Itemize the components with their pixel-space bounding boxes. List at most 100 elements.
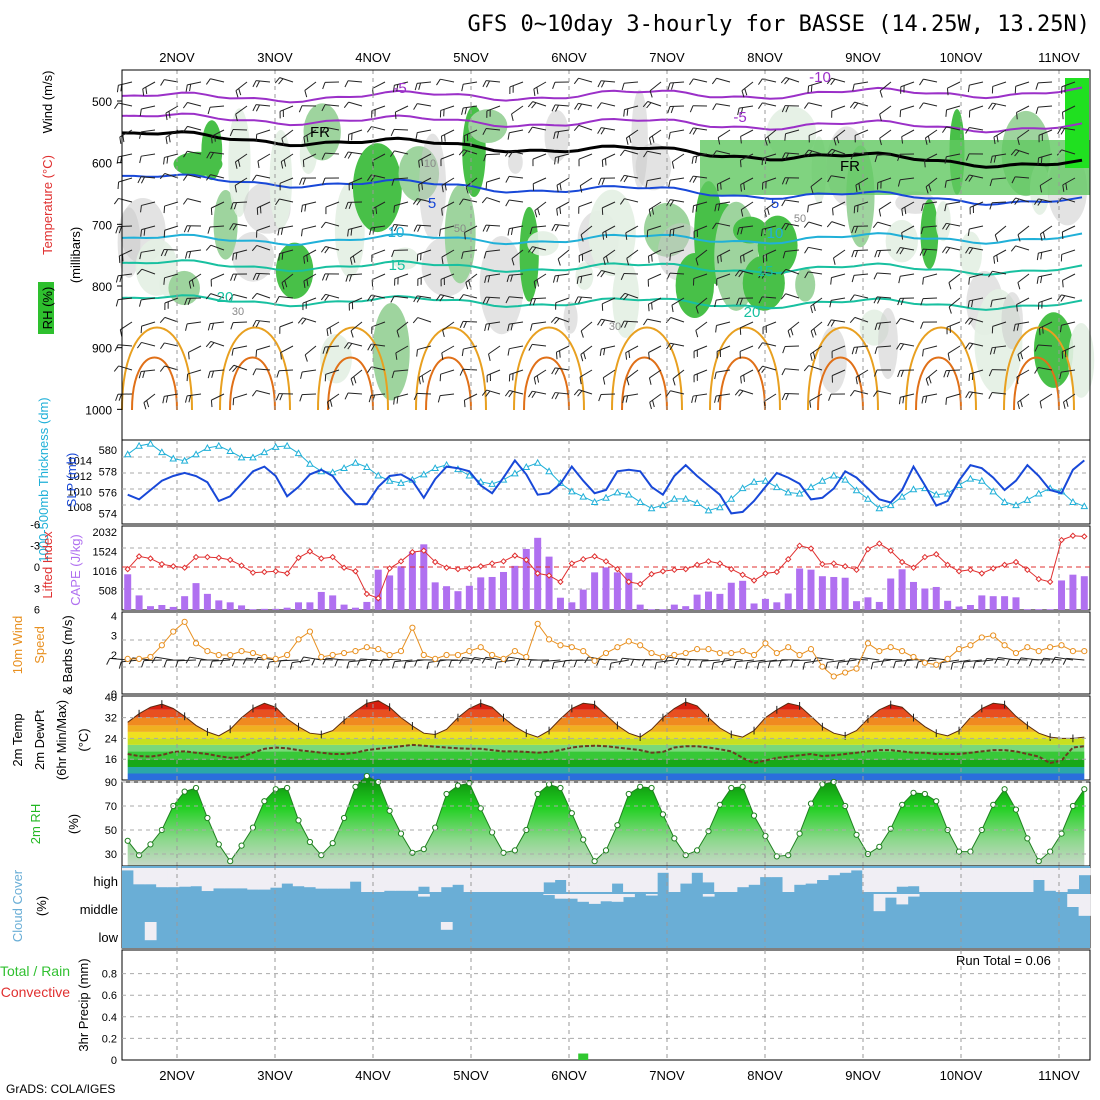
rh-point: [295, 817, 302, 824]
chart-title: GFS 0~10day 3-hourly for BASSE (14.25W, …: [467, 12, 1090, 37]
wind-barb-feather: [663, 656, 669, 664]
wind-speed-point: [807, 646, 815, 653]
wind-barb: [578, 124, 593, 131]
thickness-point: [795, 489, 804, 497]
cape-bar: [955, 606, 963, 610]
wind-barb-feather: [687, 659, 691, 667]
wind-barb: [695, 321, 708, 331]
contour-label: 30: [609, 321, 621, 333]
wind-speed-point: [967, 642, 974, 649]
wind-speed-point: [648, 649, 655, 657]
temp-color-band: [127, 773, 1085, 780]
wind-barb-feather: [825, 662, 828, 670]
wind-barb-feather: [855, 184, 858, 193]
wind-speed-point: [170, 628, 177, 635]
rh-point: [580, 836, 587, 843]
wind-barb-feather: [306, 254, 309, 263]
cape-bar: [875, 601, 883, 610]
wind-barb: [233, 249, 248, 254]
cape-bar: [1023, 609, 1031, 610]
rh-point: [614, 822, 621, 829]
wind-speed-point: [819, 663, 826, 670]
wind-barb: [1015, 176, 1030, 179]
wind-barb: [141, 268, 156, 275]
wind-barb-feather: [281, 282, 285, 290]
wind-barb-feather: [255, 349, 258, 358]
wind-barb-feather: [945, 247, 951, 254]
wind-barb: [854, 316, 869, 323]
wind-barb-feather: [790, 328, 794, 336]
wind-barb: [831, 369, 846, 377]
wind-barb-feather: [117, 181, 120, 190]
cape-bar: [727, 582, 735, 610]
thickness-point: [362, 463, 371, 470]
wind-barb: [118, 177, 133, 183]
li-tick: 0: [34, 562, 40, 574]
wind-barb-feather: [803, 221, 809, 228]
wind-barb: [187, 81, 202, 86]
wind-barb: [347, 273, 363, 276]
wind-barb-feather: [556, 131, 560, 139]
wind-barb-feather: [767, 136, 771, 144]
wind-barb-feather: [968, 373, 971, 382]
cape-bar: [443, 586, 451, 610]
wind-barb-feather: [711, 662, 714, 670]
wind-speed-point: [944, 655, 951, 663]
wind-barb-feather: [349, 257, 353, 265]
wind-barb-feather: [879, 90, 883, 98]
isotherm-30-loop: [229, 356, 276, 411]
wind-barb-feather: [470, 657, 475, 664]
li-point: [431, 558, 439, 566]
wind-barb-feather: [1042, 326, 1044, 334]
wind-barb-feather: [580, 354, 584, 362]
wind-barb: [511, 249, 524, 260]
wind-barb: [463, 294, 478, 299]
rh-point: [432, 824, 439, 831]
wind-barb: [556, 345, 570, 353]
wind-barb: [992, 297, 1007, 301]
wind-barb-feather: [846, 658, 851, 666]
wind-barb: [854, 201, 869, 207]
wind-barb: [925, 369, 938, 380]
wind-barb-feather: [532, 298, 536, 306]
cape-bar: [215, 600, 223, 610]
wind-barb: [463, 345, 478, 350]
wind-barb-feather: [136, 268, 143, 275]
rh-point: [1047, 848, 1054, 855]
wind-barb-feather: [989, 179, 993, 187]
wind-barb-feather: [183, 151, 188, 158]
wind-speed-point: [386, 651, 393, 659]
wind-barb-feather: [185, 323, 188, 331]
wind-barb-feather: [183, 225, 188, 233]
thickness-point: [681, 494, 690, 502]
wind-barb-feather: [1065, 399, 1069, 407]
contour-label: 50: [794, 213, 806, 225]
rh-shading: [795, 267, 816, 302]
wind-barb-feather: [654, 662, 657, 670]
wind-barb: [233, 345, 248, 350]
wind-barb: [762, 153, 777, 159]
wind-barb: [394, 369, 409, 372]
rh-point: [648, 784, 655, 792]
wind-barb-feather: [692, 128, 698, 135]
wind-barb-feather: [1034, 367, 1039, 374]
wind-barb: [118, 297, 133, 301]
wind-barb-feather: [1059, 372, 1062, 380]
wind-barb: [303, 273, 317, 282]
wind-barb-feather: [740, 184, 742, 192]
wind-barb: [623, 320, 639, 323]
wind-barb: [809, 393, 823, 402]
cape-bar: [693, 594, 701, 610]
rh-point: [933, 798, 940, 805]
wind-barb-feather: [993, 347, 997, 355]
wind-barb-feather: [116, 85, 119, 93]
wind-barb-feather: [459, 198, 464, 206]
contour-label: FR: [840, 158, 860, 175]
cloud-level-low: low: [98, 930, 118, 945]
wind-barb-feather: [870, 662, 874, 670]
wind-barb: [187, 150, 202, 155]
wind-barb-feather: [605, 255, 609, 263]
cape-bar: [909, 581, 917, 610]
wind-barb: [693, 273, 708, 280]
wind-barb: [969, 81, 984, 86]
